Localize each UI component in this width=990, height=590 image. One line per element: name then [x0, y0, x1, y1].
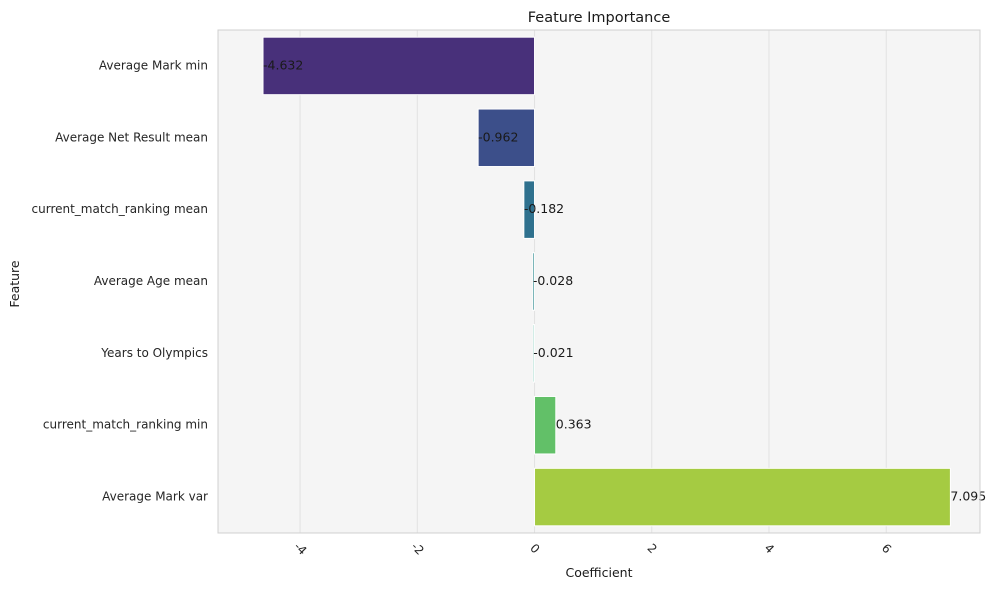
- y-tick-label: Average Mark min: [99, 58, 208, 72]
- y-tick-label: current_match_ranking min: [43, 418, 208, 432]
- bar: [534, 467, 951, 527]
- x-tick-label: -4: [291, 539, 309, 557]
- x-tick-label: 0: [527, 541, 542, 556]
- bar: [532, 252, 536, 311]
- bar-value-label: -0.962: [478, 129, 518, 144]
- chart-title: Feature Importance: [528, 10, 671, 26]
- bar-value-labels: -4.632 -0.962 -0.182 -0.028 -0.021 0.363 7.095: [263, 57, 986, 503]
- x-tick-label: 2: [644, 541, 659, 556]
- bar-value-label: -0.028: [533, 273, 573, 288]
- y-tick-label: current_match_ranking mean: [32, 202, 208, 216]
- plot-frame: [217, 29, 981, 534]
- y-tick-label: Average Net Result mean: [55, 130, 208, 144]
- bar: [523, 180, 536, 239]
- plot-background: [218, 30, 980, 533]
- x-tick-labels: -4 -2 0 2 4 6: [291, 539, 894, 557]
- bar-value-label: -0.021: [533, 345, 573, 360]
- bar-value-label: -4.632: [263, 57, 303, 72]
- x-tick-label: 4: [762, 541, 777, 556]
- bar-value-label: 7.095: [950, 489, 986, 504]
- y-tick-label: Average Mark var: [102, 490, 208, 504]
- bar-value-label: 0.363: [556, 417, 592, 432]
- bar: [262, 36, 536, 96]
- bar: [534, 395, 557, 455]
- y-tick-labels: Average Mark min Average Net Result mean c…: [32, 58, 209, 503]
- x-tick-label: -2: [408, 539, 426, 557]
- bar-value-label: -0.182: [524, 201, 564, 216]
- y-tick-label: Years to Olympics: [100, 346, 208, 360]
- x-tick-label: 6: [879, 541, 894, 556]
- y-tick-label: Average Age mean: [94, 274, 208, 288]
- bar: [477, 108, 536, 168]
- bars: [262, 36, 951, 527]
- y-axis-label: Feature: [7, 260, 22, 308]
- bar: [532, 324, 536, 383]
- x-axis-label: Coefficient: [565, 565, 632, 580]
